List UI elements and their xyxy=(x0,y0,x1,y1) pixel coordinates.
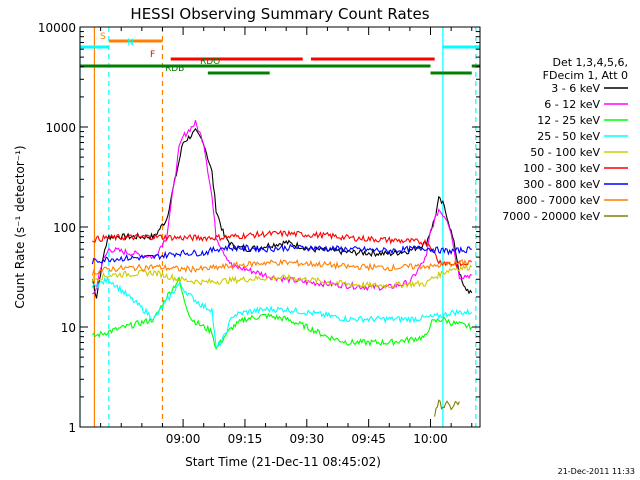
y-tick-label: 1000 xyxy=(45,121,76,135)
plot-area: S N F RDO RDB xyxy=(79,27,480,427)
legend-entry-label: 300 - 800 keV xyxy=(523,178,600,191)
flag-label-n: N xyxy=(127,38,134,48)
x-tick-label: 09:30 xyxy=(290,432,325,446)
legend-entry-label: 6 - 12 keV xyxy=(544,98,600,111)
legend-entry-label: 25 - 50 keV xyxy=(537,130,600,143)
legend-entry-label: 3 - 6 keV xyxy=(551,82,600,95)
legend-entry-label: 100 - 300 keV xyxy=(523,162,600,175)
flag-label-rdo: RDO xyxy=(200,57,220,67)
generation-timestamp: 21-Dec-2011 11:33 xyxy=(558,467,635,476)
series-line-7 xyxy=(91,258,472,276)
flag-label-f: F xyxy=(150,50,155,60)
x-tick-label: 09:15 xyxy=(228,432,263,446)
series-line-3 xyxy=(91,275,473,349)
legend: Det 1,3,4,5,6,FDecim 1, Att 03 - 6 keV 6 … xyxy=(502,56,628,223)
x-tick-label: 09:00 xyxy=(166,432,201,446)
legend-entry-label: 12 - 25 keV xyxy=(537,114,600,127)
y-tick-label: 10000 xyxy=(38,21,76,35)
series-line-6 xyxy=(91,242,472,265)
flag-label-s: S xyxy=(100,32,106,42)
x-axis-label: Start Time (21-Dec-11 08:45:02) xyxy=(185,455,381,469)
series-line-4 xyxy=(91,262,473,290)
series-line-8 xyxy=(434,399,460,417)
legend-entry-label: 50 - 100 keV xyxy=(530,146,600,159)
y-tick-label: 1 xyxy=(68,421,76,435)
legend-title: Det 1,3,4,5,6, xyxy=(552,56,628,69)
y-tick-label: 10 xyxy=(61,321,76,335)
y-axis-label: Count Rate (s⁻¹ detector⁻¹) xyxy=(13,145,27,308)
y-tick-label: 100 xyxy=(53,221,76,235)
chart-title: HESSI Observing Summary Count Rates xyxy=(130,5,429,23)
legend-entry-label: 7000 - 20000 keV xyxy=(502,210,600,223)
x-tick-label: 09:45 xyxy=(351,432,386,446)
axes: 1 10 100 1000 10000 09:00 09:15 09:30 09:45 10:00 xyxy=(38,21,480,446)
series-line-5 xyxy=(92,229,473,269)
legend-entry-label: 800 - 7000 keV xyxy=(516,194,600,207)
legend-title: FDecim 1, Att 0 xyxy=(543,69,628,82)
x-tick-label: 10:00 xyxy=(413,432,448,446)
flag-label-rdb: RDB xyxy=(165,64,184,74)
